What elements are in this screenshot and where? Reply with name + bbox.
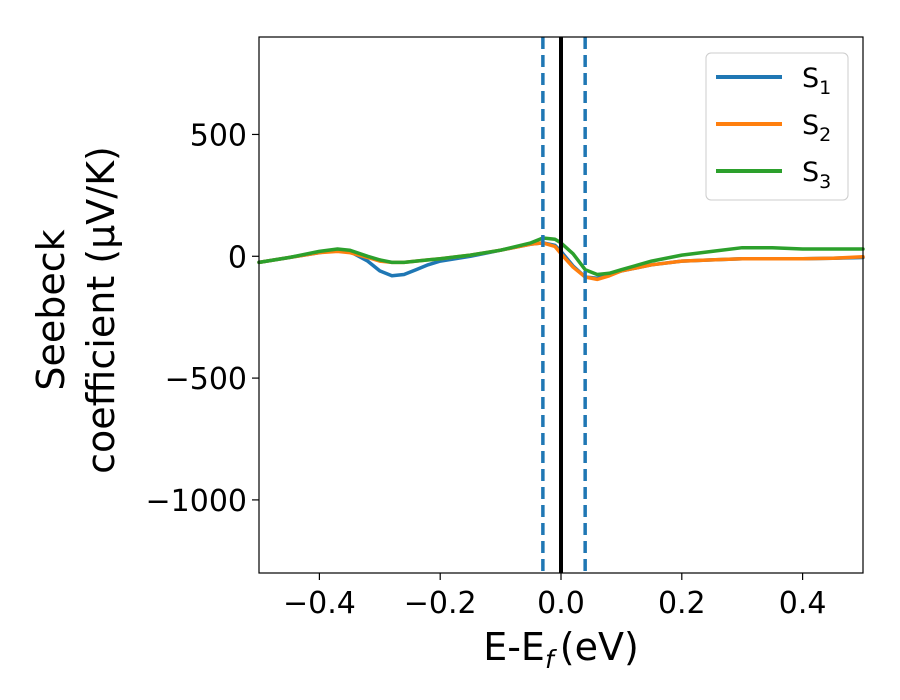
x-axis-title: E-Ef (eV): [483, 625, 639, 674]
x-tick-label: 0.2: [658, 586, 706, 621]
y-tick-label: 0: [228, 240, 247, 275]
x-tick-label: 0.0: [537, 586, 585, 621]
x-axis: −0.4 −0.2 0.0 0.2 0.4: [283, 573, 826, 621]
legend-box: [705, 52, 849, 201]
legend: S1 S2 S3: [705, 52, 849, 201]
vertical-reference-lines: [541, 37, 587, 573]
y-tick-label: 500: [190, 118, 247, 153]
y-axis-title: Seebeck coefficient (μV/K): [29, 146, 123, 474]
y-axis-title-line1: Seebeck: [29, 229, 73, 390]
y-axis: 500 0 −500 −1000: [146, 118, 259, 519]
y-tick-label: −1000: [146, 484, 247, 519]
legend-label: S2: [802, 110, 831, 146]
x-axis-title-subscript: f: [545, 645, 557, 674]
x-tick-label: −0.4: [283, 586, 356, 621]
y-axis-title-line2: coefficient (μV/K): [79, 146, 123, 474]
y-tick-label: −500: [165, 362, 247, 397]
legend-label: S3: [802, 157, 831, 193]
x-tick-label: −0.2: [404, 586, 477, 621]
x-tick-label: 0.4: [779, 586, 827, 621]
legend-label: S1: [802, 63, 831, 99]
x-axis-title-unit: (eV): [560, 625, 639, 669]
